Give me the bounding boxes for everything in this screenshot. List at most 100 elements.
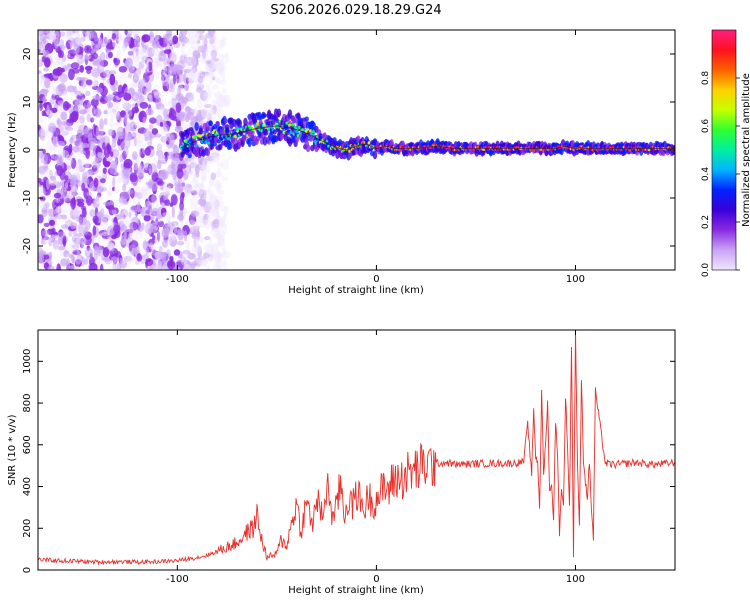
- noise-cell: [77, 55, 84, 65]
- noise-cell: [52, 60, 60, 68]
- noise-cell: [52, 112, 58, 119]
- noise-cell: [112, 85, 117, 95]
- noise-cell: [64, 180, 68, 189]
- noise-cell: [216, 162, 223, 167]
- noise-cell: [132, 151, 138, 160]
- noise-cell: [127, 133, 132, 138]
- noise-cell: [54, 30, 60, 39]
- noise-cell: [166, 211, 171, 223]
- noise-cell: [128, 211, 132, 218]
- noise-cell: [196, 87, 203, 93]
- noise-cell: [151, 128, 159, 135]
- snr-x-ticks: -100 0 100: [166, 330, 585, 585]
- noise-cell: [162, 66, 168, 78]
- noise-cell: [53, 171, 57, 183]
- noise-cell: [66, 258, 71, 270]
- noise-cell: [44, 165, 49, 171]
- noise-cell: [211, 44, 219, 53]
- noise-cell: [209, 78, 213, 86]
- noise-cell: [53, 192, 62, 199]
- noise-cell: [57, 55, 62, 66]
- noise-cell: [161, 80, 169, 87]
- noise-cell: [205, 83, 210, 92]
- noise-cell: [220, 40, 226, 47]
- noise-cell: [128, 226, 134, 239]
- noise-cell: [167, 220, 171, 230]
- noise-cell: [109, 198, 118, 205]
- noise-cell: [84, 45, 92, 54]
- noise-cell: [214, 219, 219, 225]
- noise-cell: [49, 175, 56, 181]
- noise-cell: [165, 133, 174, 139]
- noise-cell: [92, 225, 97, 236]
- noise-cell: [136, 54, 141, 60]
- noise-cell: [123, 36, 131, 46]
- noise-cell: [114, 110, 120, 121]
- noise-cell: [102, 167, 107, 174]
- noise-cell: [217, 189, 225, 196]
- noise-cell: [68, 229, 73, 237]
- noise-cell: [108, 70, 117, 75]
- noise-cell: [215, 217, 220, 230]
- noise-cell: [206, 71, 216, 79]
- noise-cell: [197, 75, 204, 84]
- noise-cell: [163, 65, 168, 72]
- noise-cell: [210, 243, 219, 251]
- noise-cell: [163, 49, 172, 54]
- noise-cell: [104, 135, 110, 144]
- noise-cell: [59, 73, 68, 83]
- noise-cell: [127, 33, 132, 42]
- noise-cell: [89, 151, 97, 157]
- noise-cell: [39, 44, 46, 55]
- noise-cell: [176, 112, 180, 122]
- noise-cell: [212, 218, 220, 227]
- noise-cell: [163, 194, 167, 201]
- colorbar-tick-label: 0.8: [701, 71, 711, 86]
- noise-cell: [116, 126, 125, 136]
- noise-cell: [106, 94, 114, 101]
- noise-cell: [167, 151, 175, 160]
- noise-cell: [130, 30, 139, 37]
- noise-cell: [70, 157, 77, 169]
- noise-cell: [150, 244, 157, 256]
- noise-cell: [39, 127, 48, 136]
- noise-cell: [212, 154, 220, 163]
- noise-cell: [217, 237, 222, 246]
- noise-cell: [57, 100, 65, 105]
- noise-cell: [209, 195, 214, 206]
- noise-cell: [120, 163, 124, 169]
- noise-cell: [211, 40, 215, 51]
- noise-cell: [205, 32, 214, 39]
- noise-cell: [166, 183, 174, 189]
- noise-cell: [113, 224, 121, 234]
- noise-cell: [190, 73, 200, 78]
- noise-cell: [134, 102, 138, 113]
- noise-cell: [207, 44, 217, 54]
- noise-cell: [96, 194, 100, 202]
- noise-cell: [48, 236, 55, 242]
- noise-cell: [109, 141, 116, 147]
- noise-cell: [48, 183, 57, 190]
- noise-cell: [214, 206, 220, 214]
- noise-cell: [63, 249, 69, 258]
- noise-cell: [219, 219, 225, 226]
- noise-cell: [120, 191, 130, 200]
- noise-cell: [216, 229, 221, 240]
- noise-cell: [44, 78, 51, 89]
- x-tick-label: -100: [166, 574, 189, 585]
- noise-cell: [218, 219, 226, 226]
- noise-cell: [138, 47, 144, 56]
- noise-cell: [185, 107, 192, 112]
- noise-cell: [204, 243, 212, 255]
- noise-cell: [212, 200, 220, 210]
- noise-cell: [196, 183, 206, 188]
- noise-cell: [214, 259, 223, 269]
- noise-cell: [208, 208, 215, 219]
- noise-cell: [157, 63, 165, 68]
- noise-cell: [169, 232, 177, 238]
- noise-cell: [52, 239, 59, 250]
- noise-cell: [181, 52, 190, 58]
- noise-cell: [151, 207, 160, 216]
- noise-cell: [38, 59, 44, 68]
- noise-cell: [131, 132, 137, 138]
